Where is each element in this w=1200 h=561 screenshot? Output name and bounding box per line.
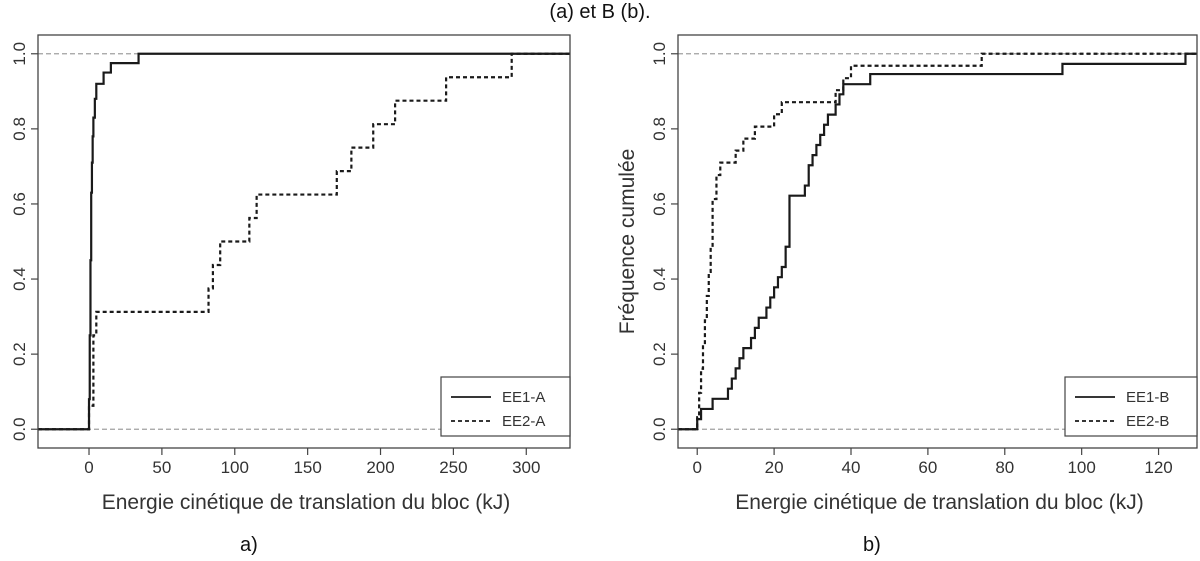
- series-line-ee2-b: [678, 52, 1197, 431]
- x-tick-label-3: 150: [293, 458, 321, 477]
- y-tick-label-3: 0.6: [650, 192, 669, 216]
- figure-caption: (a) et B (b).: [549, 1, 651, 23]
- y-tick-label-2: 0.4: [10, 267, 29, 291]
- x-tick-label-0: 0: [84, 458, 93, 477]
- x-tick-label-4: 200: [366, 458, 394, 477]
- y-tick-label-5: 1.0: [10, 42, 29, 66]
- x-tick-label-6: 120: [1144, 458, 1172, 477]
- cumulative-frequency-chart-a: 0 50 100 150 200 250 300 0.0 0.2 0.4 0.6 0.8 1.0 Ener…: [10, 34, 571, 514]
- chart-panel-a: 0 50 100 150 200 250 300 0.0 0.2 0.4 0.6 0.8 1.0 Ener…: [10, 34, 571, 556]
- series-line-ee2-a: [38, 52, 570, 431]
- y-tick-label-4: 0.8: [10, 117, 29, 141]
- series-line-ee1-b: [678, 52, 1197, 431]
- y-tick-label-0: 0.0: [10, 417, 29, 441]
- x-tick-label-0: 0: [692, 458, 701, 477]
- legend-box: [1064, 376, 1198, 437]
- series-line-ee1-a: [38, 52, 570, 431]
- plot-frame: [37, 34, 571, 449]
- legend-label-ee1-b: EE1-B: [1126, 389, 1169, 406]
- y-tick-label-1: 0.2: [10, 342, 29, 366]
- x-tick-label-4: 80: [995, 458, 1014, 477]
- x-tick-label-1: 50: [152, 458, 171, 477]
- panel-label-b: b): [863, 534, 881, 556]
- x-tick-label-2: 40: [842, 458, 861, 477]
- x-tick-label-2: 100: [221, 458, 249, 477]
- legend-box: [440, 376, 571, 437]
- x-axis-label: Energie cinétique de translation du bloc…: [735, 491, 1144, 514]
- y-tick-label-1: 0.2: [650, 342, 669, 366]
- plot-frame: [677, 34, 1198, 449]
- x-tick-label-5: 100: [1067, 458, 1095, 477]
- cumulative-frequency-chart-b: 0 20 40 60 80 100 120 0.0 0.2 0.4 0.6 0.8 1.0 Energie…: [616, 34, 1198, 514]
- chart-panel-b: 0 20 40 60 80 100 120 0.0 0.2 0.4 0.6 0.8 1.0 Energie…: [600, 0, 1200, 561]
- panel-label-a: a): [240, 534, 258, 556]
- legend-label-ee2-b: EE2-B: [1126, 413, 1169, 430]
- x-tick-label-5: 250: [439, 458, 467, 477]
- x-tick-label-6: 300: [512, 458, 540, 477]
- x-tick-label-3: 60: [918, 458, 937, 477]
- y-tick-label-4: 0.8: [650, 117, 669, 141]
- legend-label-ee1-a: EE1-A: [502, 389, 545, 406]
- legend-label-ee2-a: EE2-A: [502, 413, 545, 430]
- y-axis-label: Fréquence cumulée: [616, 149, 639, 335]
- y-tick-label-2: 0.4: [650, 267, 669, 291]
- x-tick-label-1: 20: [765, 458, 784, 477]
- x-axis-label: Energie cinétique de translation du bloc…: [102, 491, 511, 514]
- y-tick-label-5: 1.0: [650, 42, 669, 66]
- y-tick-label-0: 0.0: [650, 417, 669, 441]
- y-tick-label-3: 0.6: [10, 192, 29, 216]
